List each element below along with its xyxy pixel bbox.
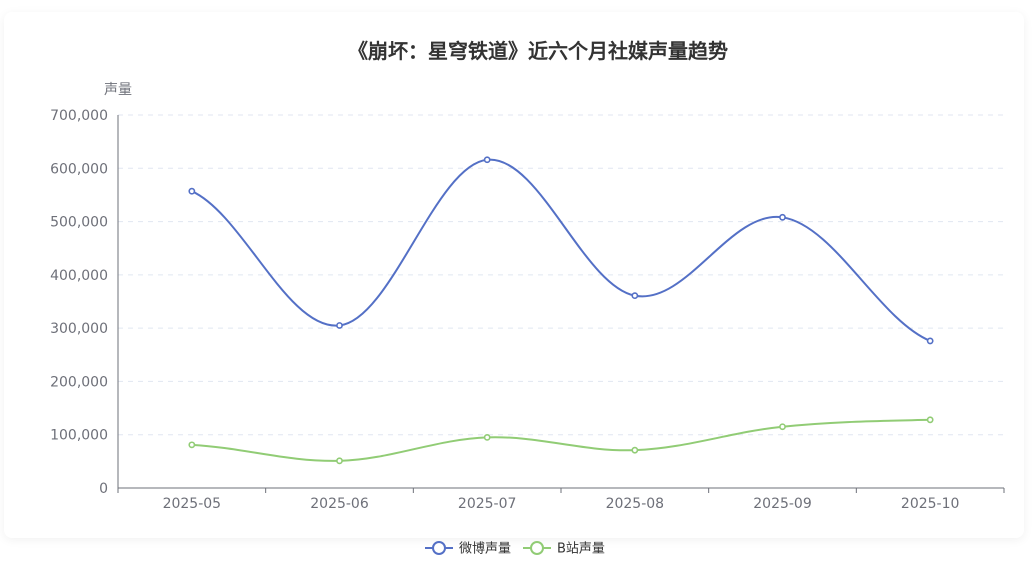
grid-lines xyxy=(118,114,1004,436)
legend: 微博声量 B站声量 xyxy=(425,541,605,557)
y-tick-label: 100,000 xyxy=(50,428,108,444)
data-point[interactable] xyxy=(631,446,639,454)
data-point[interactable] xyxy=(779,423,786,431)
data-point[interactable] xyxy=(631,292,639,300)
legend-marker xyxy=(530,541,544,555)
series-group xyxy=(188,156,934,465)
legend-item[interactable]: 微博声量 xyxy=(425,541,511,557)
data-point[interactable] xyxy=(779,213,786,221)
x-tick-label: 2025-10 xyxy=(901,496,960,512)
data-point[interactable] xyxy=(336,457,343,465)
y-axis-label: 声量 xyxy=(104,82,132,98)
axes xyxy=(117,115,1004,489)
series-1 xyxy=(188,156,934,345)
x-tick-label: 2025-09 xyxy=(753,496,812,512)
data-point[interactable] xyxy=(188,187,196,195)
chart-title: 《崩坏：星穹铁道》近六个月社媒声量趋势 xyxy=(348,39,728,63)
data-point[interactable] xyxy=(926,416,934,424)
series-line xyxy=(191,158,931,342)
chart-card xyxy=(4,12,1024,538)
x-tick-label: 2025-07 xyxy=(458,496,517,512)
legend-label: B站声量 xyxy=(557,542,605,557)
data-point[interactable] xyxy=(336,322,343,329)
y-tick-label: 200,000 xyxy=(50,374,108,390)
y-axis-ticks: 0 100,000 200,000 300,000 400,000 500,000 600,… xyxy=(50,108,108,497)
x-axis-ticks: 2025-05 2025-06 2025-07 2025-08 2025-09 2025-… xyxy=(117,488,1005,512)
x-tick-label: 2025-06 xyxy=(310,496,369,512)
y-tick-label: 400,000 xyxy=(50,268,108,284)
x-tick-label: 2025-08 xyxy=(606,496,665,512)
y-tick-label: 500,000 xyxy=(50,215,108,231)
data-point[interactable] xyxy=(483,156,491,164)
data-point[interactable] xyxy=(483,433,491,441)
y-tick-label: 700,000 xyxy=(50,108,108,124)
series-2 xyxy=(188,416,934,465)
data-point[interactable] xyxy=(926,337,934,345)
legend-label: 微博声量 xyxy=(459,542,511,557)
y-tick-label: 300,000 xyxy=(50,321,108,337)
data-point[interactable] xyxy=(188,441,196,449)
x-tick-label: 2025-05 xyxy=(163,496,222,512)
legend-item[interactable]: B站声量 xyxy=(523,541,605,557)
y-tick-label: 0 xyxy=(99,481,108,497)
y-tick-label: 600,000 xyxy=(50,161,108,177)
series-line xyxy=(191,418,931,462)
legend-marker xyxy=(432,541,446,555)
